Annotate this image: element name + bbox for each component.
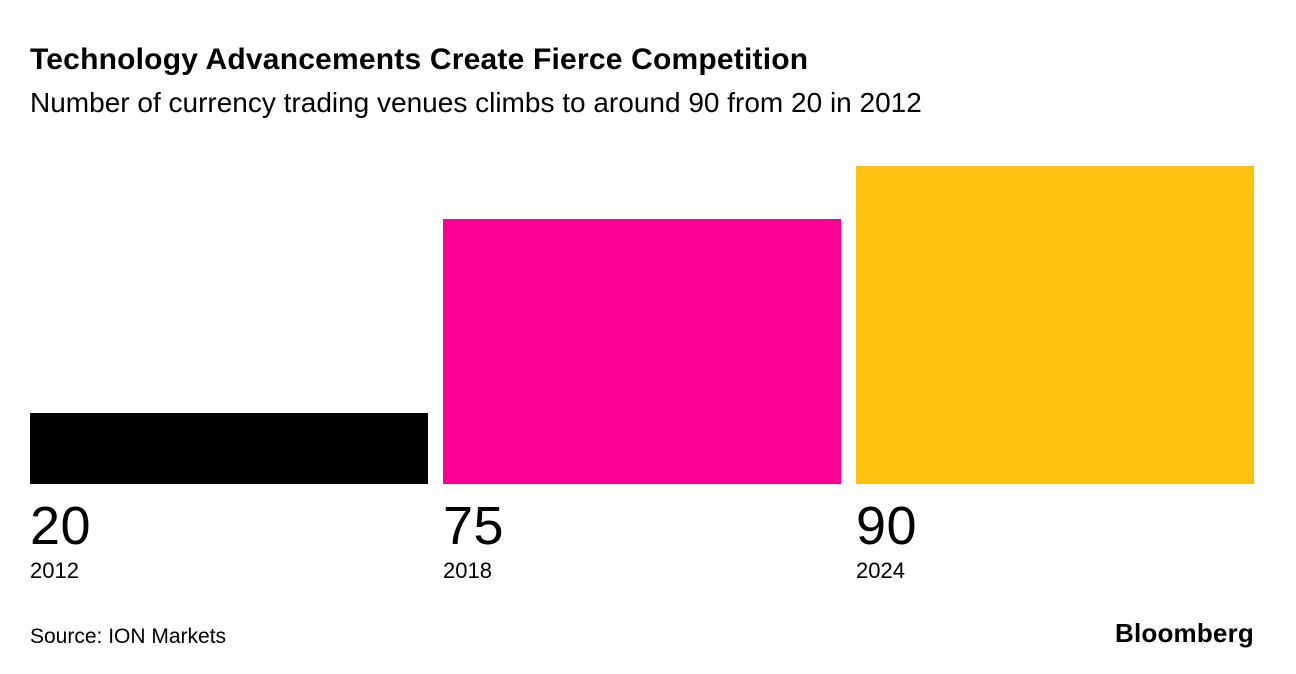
bar-column: 90 2024 <box>856 165 1254 585</box>
bar-value-label: 90 <box>856 495 918 556</box>
bar-category-label: 2018 <box>443 558 492 584</box>
bloomberg-logo: Bloomberg <box>1114 618 1254 649</box>
page-subtitle: Number of currency trading venues climbs… <box>30 87 922 118</box>
bar-chart: 20 2012 75 2018 90 2024 <box>30 165 1254 585</box>
bar-category-label: 2024 <box>856 558 905 584</box>
bar <box>443 218 841 484</box>
bar-track <box>443 166 841 484</box>
bar-track <box>30 166 428 484</box>
bar-value-label: 75 <box>443 495 505 556</box>
chart-footer: Source: ION Markets Bloomberg <box>30 618 1254 649</box>
bar <box>30 412 428 484</box>
page-title: Technology Advancements Create Fierce Co… <box>30 43 809 76</box>
bar-value-label: 20 <box>30 495 92 556</box>
bar-category-label: 2012 <box>30 558 79 584</box>
bar-track <box>856 165 1254 484</box>
source-text: Source: ION Markets <box>30 625 227 649</box>
bar <box>856 165 1254 484</box>
bar-column: 75 2018 <box>443 166 841 585</box>
bar-column: 20 2012 <box>30 166 428 585</box>
